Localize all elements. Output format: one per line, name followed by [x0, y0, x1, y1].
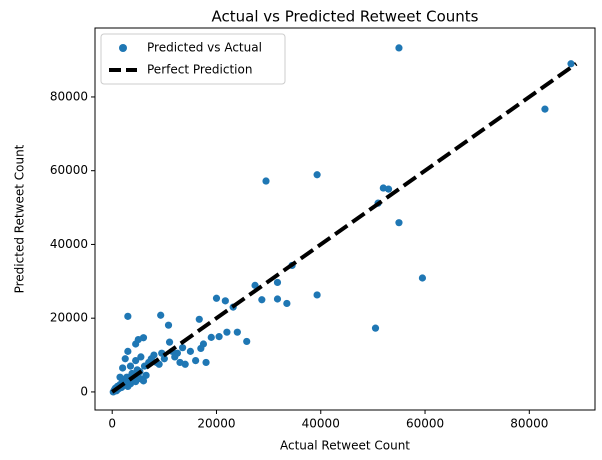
scatter-point: [137, 353, 145, 361]
plot-frame: [94, 27, 596, 411]
scatter-point: [251, 281, 259, 289]
scatter-point: [142, 371, 150, 379]
scatter-point: [233, 328, 241, 336]
x-tick-label: 60000: [406, 417, 444, 431]
x-tick-label: 0: [108, 417, 116, 431]
y-tick-label: 60000: [50, 163, 88, 177]
x-tick-label: 40000: [302, 417, 340, 431]
scatter-point: [384, 185, 393, 193]
scatter-point: [202, 358, 210, 367]
y-tick-label: 40000: [50, 237, 88, 251]
scatter-point: [221, 297, 229, 305]
scatter-point: [171, 353, 179, 361]
scatter-point: [178, 344, 187, 352]
scatter-point: [139, 377, 148, 385]
x-tick-label: 20000: [197, 417, 235, 431]
scatter-point: [395, 219, 403, 227]
x-tick-label: 80000: [510, 417, 548, 431]
x-axis-label: Actual Retweet Count: [280, 439, 410, 453]
y-tick-label: 0: [80, 384, 88, 398]
scatter-point: [371, 324, 380, 332]
scatter-point: [262, 177, 270, 185]
scatter-point: [283, 299, 291, 308]
scatter-point: [132, 340, 140, 348]
scatter-point: [207, 333, 215, 341]
scatter-point: [567, 60, 575, 68]
chart-title: Actual vs Predicted Retweet Counts: [212, 8, 479, 26]
scatter-point: [243, 337, 251, 346]
scatter-point: [147, 355, 155, 363]
scatter-point: [215, 333, 223, 341]
scatter-point: [124, 347, 132, 355]
scatter-point: [140, 362, 149, 370]
scatter-point: [197, 344, 205, 353]
scatter-point: [395, 44, 403, 52]
scatter-point: [121, 355, 129, 363]
scatter-point: [313, 171, 321, 179]
legend-marker: [119, 44, 127, 52]
scatter-point: [124, 312, 132, 320]
scatter-point: [132, 356, 140, 365]
scatter-point: [212, 294, 221, 302]
scatter-point: [116, 373, 124, 381]
scatter-point: [273, 295, 282, 303]
scatter-point: [273, 278, 282, 287]
scatter-point: [165, 338, 174, 346]
scatter-point: [126, 362, 135, 370]
scatter-point: [164, 321, 173, 329]
scatter-point: [119, 364, 127, 372]
scatter-point: [160, 355, 168, 363]
y-tick-label: 80000: [50, 89, 88, 103]
y-axis-label: Predicted Retweet Count: [13, 144, 27, 293]
scatter-point: [258, 296, 266, 304]
scatter-point: [195, 315, 203, 323]
legend-box: [100, 33, 286, 85]
legend-label: Perfect Prediction: [147, 63, 252, 77]
scatter-point: [223, 328, 231, 336]
perfect-line: [111, 62, 578, 394]
scatter-point: [418, 274, 427, 282]
scatter-point: [541, 105, 549, 113]
scatter-point: [157, 311, 165, 319]
scatter-point: [192, 356, 200, 365]
scatter-point: [176, 358, 184, 367]
legend-label: Predicted vs Actual: [147, 41, 262, 55]
y-tick-label: 20000: [50, 311, 88, 325]
scatter-point: [313, 291, 321, 299]
scatter-point: [186, 347, 195, 355]
